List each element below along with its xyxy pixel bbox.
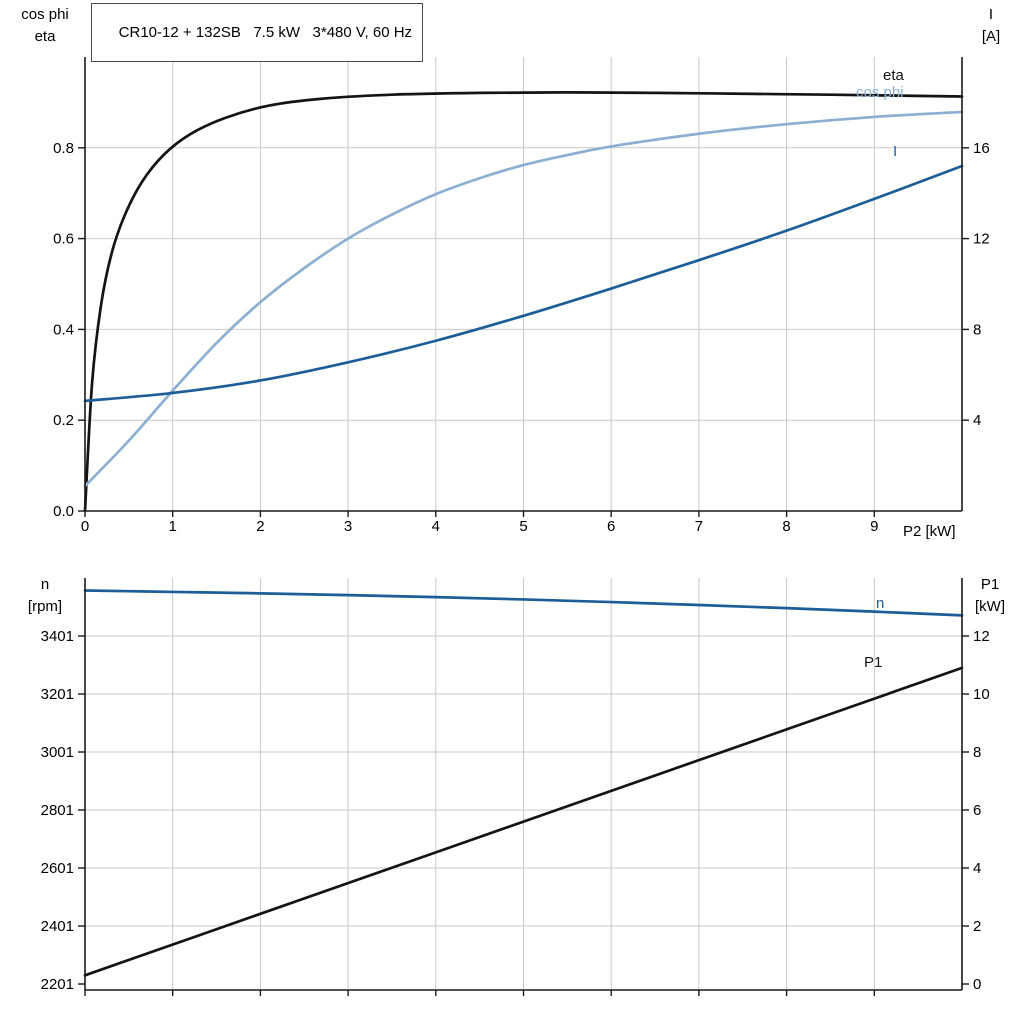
i-curve: [83, 164, 964, 403]
left-tick-label: 2801: [41, 802, 74, 819]
right-tick-label: 16: [973, 140, 990, 157]
right-tick-label: 12: [973, 628, 990, 645]
x-tick-label: 3: [344, 518, 352, 535]
right-tick-label: 0: [973, 976, 981, 993]
eta-curve: [83, 91, 964, 513]
p1-curve: [83, 666, 964, 977]
x-tick-label: 4: [432, 518, 440, 535]
bottom-chart-right-axis-title: P1 [kW]: [960, 574, 1020, 618]
top-chart-left-axis-title: cos phi eta: [6, 4, 84, 48]
right-tick-label: 12: [973, 231, 990, 248]
x-tick-label: 5: [519, 518, 527, 535]
left-tick-label: 2601: [41, 860, 74, 877]
right-tick-label: 8: [973, 744, 981, 761]
x-tick-label: 0: [81, 518, 89, 535]
n-curve: [83, 589, 964, 617]
curve-label-n: n: [876, 595, 884, 612]
right-axis-title-line2: [kW]: [975, 598, 1005, 615]
left-tick-label: 0.4: [53, 321, 74, 338]
left-tick-label: 0.2: [53, 412, 74, 429]
cos-phi-curve: [83, 110, 964, 488]
right-axis-title-line1: I: [988, 6, 994, 23]
right-axis-title-line2: [A]: [981, 28, 1001, 45]
left-tick-label: 0.6: [53, 231, 74, 248]
x-tick-label: 9: [870, 518, 878, 535]
right-tick-label: 8: [973, 321, 981, 338]
right-tick-label: 6: [973, 802, 981, 819]
top-chart-right-axis-title: I [A]: [962, 4, 1020, 48]
right-tick-label: 4: [973, 860, 981, 877]
left-tick-label: 0.0: [53, 503, 74, 520]
curve-label-cos-phi: cos phi: [856, 84, 904, 101]
right-tick-label: 10: [973, 686, 990, 703]
left-axis-title-line2: eta: [34, 28, 56, 45]
right-axis-title-line1: P1: [980, 576, 1000, 593]
x-axis-label: P2 [kW]: [903, 523, 956, 540]
left-tick-label: 3001: [41, 744, 74, 761]
left-tick-label: 2401: [41, 918, 74, 935]
left-tick-label: 3401: [41, 628, 74, 645]
left-tick-label: 2201: [41, 976, 74, 993]
bottom-chart-left-axis-title: n [rpm]: [6, 574, 84, 618]
curve-label-p1: P1: [864, 654, 882, 671]
x-tick-label: 8: [782, 518, 790, 535]
left-tick-label: 0.8: [53, 140, 74, 157]
left-axis-title-line1: n: [40, 576, 50, 593]
right-tick-label: 4: [973, 412, 981, 429]
x-tick-label: 7: [695, 518, 703, 535]
left-axis-title-line1: cos phi: [21, 6, 69, 23]
right-tick-label: 2: [973, 918, 981, 935]
chart-title-box: CR10-12 + 132SB 7.5 kW 3*480 V, 60 Hz: [91, 3, 424, 62]
x-tick-label: 1: [169, 518, 177, 535]
chart-title-text: CR10-12 + 132SB 7.5 kW 3*480 V, 60 Hz: [118, 24, 413, 41]
left-tick-label: 3201: [41, 686, 74, 703]
x-tick-label: 6: [607, 518, 615, 535]
curve-label-i: I: [893, 143, 897, 160]
curve-label-eta: eta: [883, 67, 905, 84]
x-tick-label: 2: [256, 518, 264, 535]
left-axis-title-line2: [rpm]: [27, 598, 63, 615]
